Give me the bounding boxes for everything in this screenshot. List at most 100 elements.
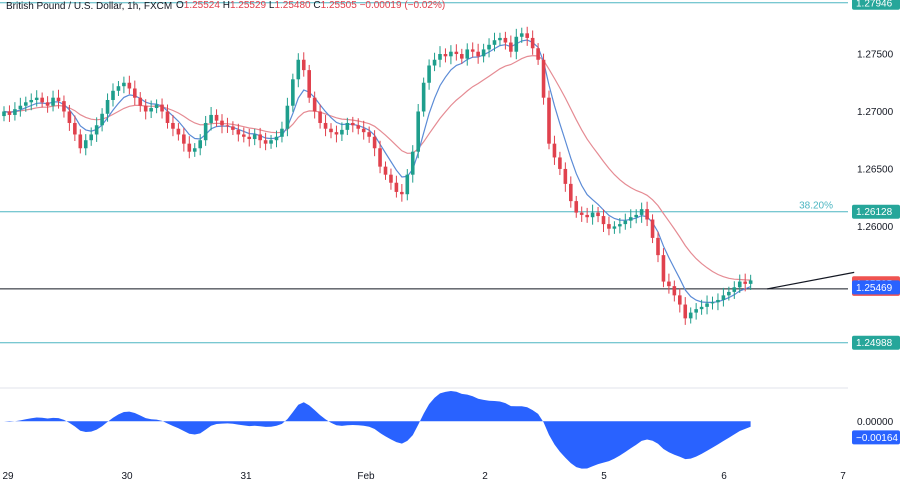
candle <box>225 117 230 133</box>
candle <box>607 216 611 236</box>
candle-body <box>683 304 688 319</box>
osc-zero-label: 0.00000 <box>857 417 894 428</box>
candle-body <box>274 136 279 141</box>
candle <box>269 135 273 149</box>
candle <box>400 183 404 202</box>
candle <box>285 97 290 137</box>
candle-body <box>24 102 28 106</box>
candle-body <box>329 128 333 133</box>
candle-body <box>547 97 551 144</box>
candle-body <box>481 49 486 57</box>
candle <box>329 123 333 139</box>
high-label: H <box>222 0 230 11</box>
candle <box>694 303 698 320</box>
candle-body <box>378 148 382 167</box>
candle <box>743 273 747 292</box>
change-value: −0.00019 (−0.02%) <box>359 0 446 11</box>
candle-body <box>51 97 55 106</box>
candle <box>51 90 55 112</box>
candle-body <box>618 224 622 227</box>
candle <box>176 123 181 141</box>
candle <box>165 104 170 129</box>
candle <box>481 43 486 63</box>
candle-body <box>242 134 246 137</box>
candle-body <box>645 209 649 220</box>
candle <box>18 97 23 117</box>
candle-body <box>727 291 731 296</box>
candle <box>552 135 557 165</box>
candle <box>623 213 628 230</box>
candle <box>274 130 279 148</box>
candle-body <box>258 134 262 141</box>
candle <box>699 299 704 315</box>
candle-body <box>94 125 99 135</box>
tag-osc-last: −0.00164 <box>852 430 900 445</box>
candle-body <box>269 140 273 144</box>
candle-body <box>372 136 377 149</box>
candle-body <box>574 201 579 213</box>
candle <box>7 105 12 122</box>
candle-body <box>470 49 475 52</box>
candle-body <box>432 59 437 66</box>
candle-body <box>214 114 219 121</box>
candle-body <box>345 122 350 130</box>
candle-body <box>2 111 6 117</box>
candle-body <box>176 128 181 135</box>
candle-body <box>323 122 328 129</box>
candle <box>258 127 262 149</box>
candle <box>618 218 622 234</box>
candle <box>634 209 638 224</box>
candle <box>323 115 328 137</box>
candle <box>122 76 126 94</box>
candle-body <box>356 125 361 129</box>
candle-body <box>149 108 153 112</box>
x-tick-label: 2 <box>482 471 488 482</box>
candle-body <box>688 312 693 319</box>
candle <box>405 169 410 201</box>
candle <box>574 195 579 218</box>
candle <box>83 134 88 156</box>
candle-body <box>318 111 322 123</box>
candle <box>187 136 192 159</box>
candle-body <box>541 59 546 98</box>
candle-body <box>601 216 606 225</box>
candle <box>389 168 393 190</box>
candle-body <box>519 33 524 37</box>
candle <box>29 93 34 111</box>
candle <box>383 161 388 180</box>
candle-body <box>612 226 617 229</box>
tag-ma-value: 1.25469 <box>852 280 900 295</box>
candle-body <box>105 99 110 114</box>
tag-osc-last-label: −0.00164 <box>856 433 898 444</box>
candle <box>427 59 431 90</box>
tag-low-label: 1.24988 <box>856 338 893 349</box>
candle <box>688 307 693 324</box>
candle <box>378 140 382 174</box>
candle <box>263 132 268 151</box>
tag-fib-38-label: 1.26128 <box>856 207 893 218</box>
candle <box>716 293 720 311</box>
candle <box>628 209 633 229</box>
candle <box>498 32 502 46</box>
candle-body <box>661 255 666 282</box>
candle-body <box>558 157 562 169</box>
candle-body <box>231 126 235 130</box>
x-tick-label: Feb <box>357 471 375 482</box>
candle <box>470 42 475 58</box>
candle-body <box>301 59 306 71</box>
candle <box>683 297 688 325</box>
open-value: 1.25524 <box>183 0 220 11</box>
candle-body <box>334 132 339 135</box>
open-label: O <box>176 0 184 11</box>
candle <box>62 95 66 118</box>
x-tick-label: 30 <box>121 471 133 482</box>
candle <box>454 44 459 61</box>
candle-body <box>650 219 655 238</box>
y-tick-label: 1.26500 <box>857 164 894 175</box>
candle <box>143 99 148 120</box>
candle-body <box>209 114 213 123</box>
low-value: 1.25480 <box>274 0 311 11</box>
candle <box>585 207 589 223</box>
candle <box>639 202 644 223</box>
tag-resistance-bg <box>852 0 900 10</box>
